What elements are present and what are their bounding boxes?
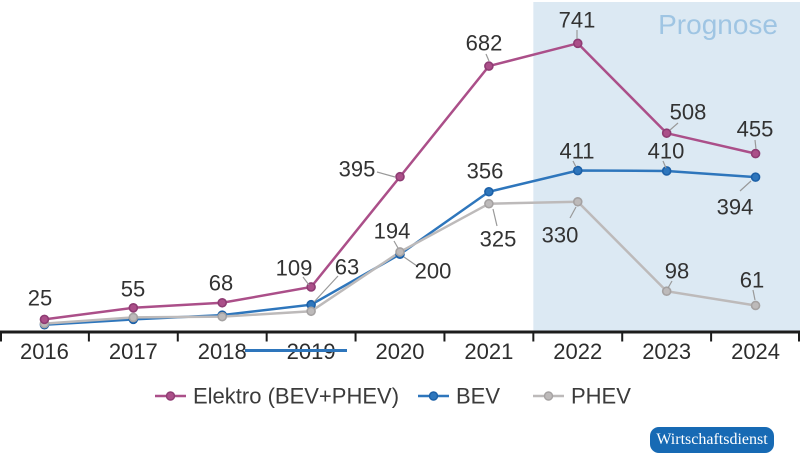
data-label-elektro-2023: 508 (670, 100, 707, 125)
wirtschaftsdienst-badge: Wirtschaftsdienst (650, 427, 774, 453)
data-label-phev-2020: 200 (415, 259, 452, 284)
x-axis-label-2023: 2023 (642, 339, 691, 364)
data-point-elektro-2016 (39, 314, 50, 325)
x-axis-label-2017: 2017 (109, 339, 158, 364)
data-label-elektro-2024: 455 (737, 117, 774, 142)
data-label-elektro-2022: 741 (559, 8, 596, 33)
forecast-label: Prognose (658, 9, 778, 40)
legend-marker-dot-elektro (165, 391, 176, 401)
data-label-bev-2019: 63 (335, 255, 359, 280)
label-leader-line (393, 240, 399, 249)
legend-label-phev: PHEV (571, 384, 631, 409)
x-axis-label-2022: 2022 (553, 339, 602, 364)
data-label-phev-2023: 98 (665, 259, 689, 284)
data-point-elektro-2023 (661, 128, 672, 138)
label-leader-line (485, 53, 490, 62)
data-label-elektro-2019: 109 (276, 256, 313, 281)
data-point-bev-2023 (661, 166, 672, 176)
data-label-elektro-2021: 682 (466, 31, 503, 56)
label-leader-line (569, 206, 577, 219)
data-point-phev-2023 (661, 286, 672, 297)
data-label-phev-2024: 61 (740, 268, 764, 293)
x-axis-label-2018: 2018 (198, 339, 247, 364)
data-point-phev-2022 (572, 196, 583, 207)
data-label-elektro-2017: 55 (121, 277, 145, 302)
data-point-phev-2019 (306, 306, 316, 317)
data-point-phev-2020 (395, 247, 405, 257)
label-leader-line (739, 180, 752, 192)
data-point-elektro-2018 (217, 297, 228, 308)
data-label-elektro-2018: 68 (209, 271, 233, 296)
label-leader-line (302, 276, 310, 286)
data-label-bev-2020: 194 (374, 219, 411, 244)
legend-label-elektro: Elektro (BEV+PHEV) (193, 384, 399, 409)
data-label-elektro-2020: 395 (339, 157, 376, 182)
data-point-bev-2022 (572, 165, 583, 176)
data-point-elektro-2017 (128, 302, 139, 313)
label-leader-line (403, 256, 418, 267)
x-axis-label-2016: 2016 (20, 339, 69, 364)
x-axis-label-2021: 2021 (464, 339, 513, 364)
label-leader-line (752, 289, 756, 301)
data-point-elektro-2019 (306, 282, 316, 292)
data-label-phev-2022: 330 (542, 223, 579, 248)
data-label-elektro-2016: 25 (28, 286, 52, 311)
legend-label-bev: BEV (456, 384, 500, 409)
data-label-bev-2021: 356 (467, 159, 504, 184)
label-leader-line (492, 208, 498, 227)
label-leader-line (572, 160, 577, 168)
x-axis-label-2024: 2024 (731, 339, 780, 364)
legend-marker-dot-bev (428, 391, 439, 401)
data-point-phev-2021 (484, 198, 494, 209)
data-point-elektro-2021 (484, 61, 494, 71)
label-leader-line (669, 122, 679, 131)
data-point-elektro-2024 (750, 148, 761, 159)
label-leader-line (313, 275, 339, 303)
data-label-bev-2024: 394 (717, 195, 754, 220)
label-leader-line (667, 280, 673, 289)
data-point-phev-2017 (128, 312, 139, 323)
label-leader-line (376, 171, 396, 178)
data-label-bev-2023: 410 (648, 139, 685, 164)
data-point-elektro-2022 (572, 38, 583, 49)
data-point-bev-2024 (750, 172, 761, 182)
data-point-bev-2021 (484, 186, 494, 197)
legend-marker-dot-phev (543, 391, 554, 401)
data-point-phev-2024 (750, 300, 761, 311)
data-label-bev-2022: 411 (559, 139, 594, 164)
data-point-phev-2018 (217, 311, 228, 322)
data-label-phev-2021: 325 (480, 227, 517, 252)
label-leader-line (662, 160, 667, 169)
x-axis-label-2020: 2020 (376, 339, 425, 364)
data-point-elektro-2020 (395, 171, 405, 182)
label-leader-line (754, 139, 757, 150)
